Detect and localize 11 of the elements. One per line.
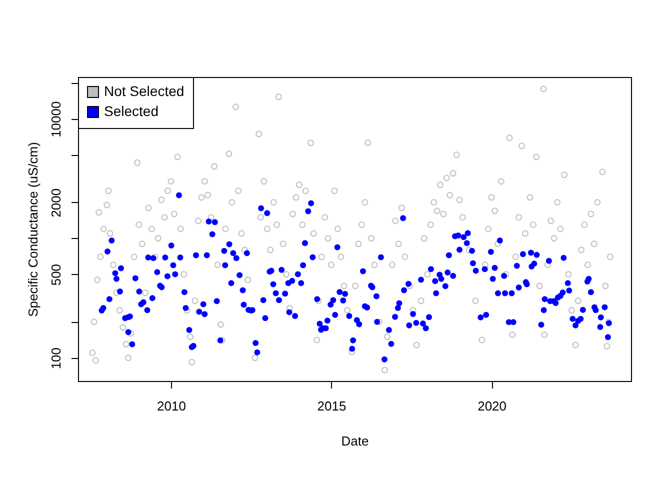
x-tick-label: 2010 — [157, 398, 186, 414]
x-tick-label: 2015 — [317, 398, 346, 414]
legend-label: Selected — [104, 103, 158, 119]
y-tick-label: 2000 — [48, 188, 64, 218]
legend-label: Not Selected — [104, 83, 184, 99]
x-axis-title: Date — [341, 434, 369, 448]
y-tick-label: 500 — [48, 264, 64, 286]
y-tick-label: 10000 — [48, 101, 64, 138]
y-tick-label: 100 — [48, 347, 64, 370]
y-axis-title: Specific Conductance (uS/cm) — [26, 142, 40, 317]
x-tick-label: 2020 — [478, 398, 507, 414]
